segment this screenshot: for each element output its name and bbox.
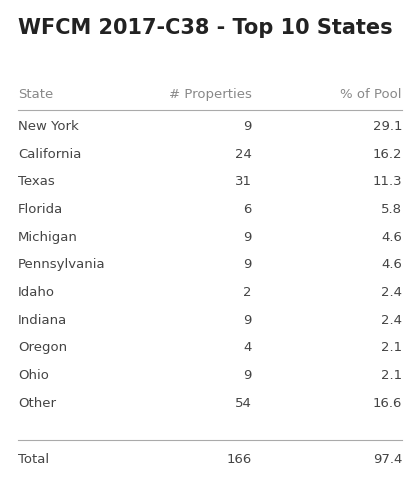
Text: # Properties: # Properties bbox=[169, 88, 252, 101]
Text: 6: 6 bbox=[244, 203, 252, 216]
Text: 9: 9 bbox=[244, 258, 252, 271]
Text: Oregon: Oregon bbox=[18, 341, 67, 354]
Text: 9: 9 bbox=[244, 120, 252, 133]
Text: 2.1: 2.1 bbox=[381, 369, 402, 382]
Text: Texas: Texas bbox=[18, 175, 55, 188]
Text: 2.1: 2.1 bbox=[381, 341, 402, 354]
Text: WFCM 2017-C38 - Top 10 States: WFCM 2017-C38 - Top 10 States bbox=[18, 18, 393, 38]
Text: 4.6: 4.6 bbox=[381, 258, 402, 271]
Text: Florida: Florida bbox=[18, 203, 63, 216]
Text: 97.4: 97.4 bbox=[373, 453, 402, 466]
Text: New York: New York bbox=[18, 120, 79, 133]
Text: 166: 166 bbox=[227, 453, 252, 466]
Text: 29.1: 29.1 bbox=[373, 120, 402, 133]
Text: Other: Other bbox=[18, 396, 56, 410]
Text: 9: 9 bbox=[244, 231, 252, 244]
Text: State: State bbox=[18, 88, 53, 101]
Text: % of Pool: % of Pool bbox=[341, 88, 402, 101]
Text: California: California bbox=[18, 148, 81, 161]
Text: 2: 2 bbox=[244, 286, 252, 299]
Text: 2.4: 2.4 bbox=[381, 314, 402, 327]
Text: Ohio: Ohio bbox=[18, 369, 49, 382]
Text: 54: 54 bbox=[235, 396, 252, 410]
Text: 16.2: 16.2 bbox=[373, 148, 402, 161]
Text: 16.6: 16.6 bbox=[373, 396, 402, 410]
Text: 9: 9 bbox=[244, 369, 252, 382]
Text: 24: 24 bbox=[235, 148, 252, 161]
Text: Total: Total bbox=[18, 453, 49, 466]
Text: Idaho: Idaho bbox=[18, 286, 55, 299]
Text: Pennsylvania: Pennsylvania bbox=[18, 258, 105, 271]
Text: 9: 9 bbox=[244, 314, 252, 327]
Text: 4: 4 bbox=[244, 341, 252, 354]
Text: 11.3: 11.3 bbox=[373, 175, 402, 188]
Text: Indiana: Indiana bbox=[18, 314, 67, 327]
Text: 5.8: 5.8 bbox=[381, 203, 402, 216]
Text: 2.4: 2.4 bbox=[381, 286, 402, 299]
Text: 4.6: 4.6 bbox=[381, 231, 402, 244]
Text: Michigan: Michigan bbox=[18, 231, 78, 244]
Text: 31: 31 bbox=[235, 175, 252, 188]
